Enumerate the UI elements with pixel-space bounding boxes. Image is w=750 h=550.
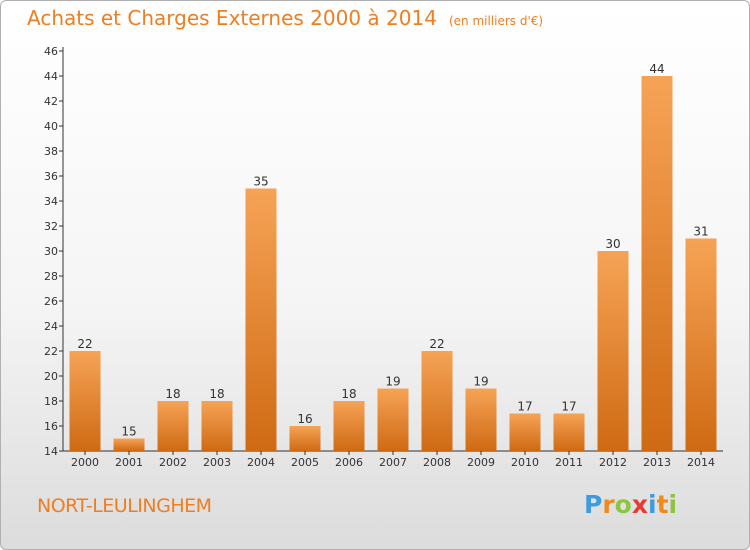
x-tick-label: 2011 [555,456,583,469]
value-label: 17 [561,400,576,414]
y-tick-label: 42 [44,95,58,108]
value-label: 18 [165,387,180,401]
value-label: 30 [605,237,620,251]
value-label: 19 [473,375,488,389]
x-tick-label: 2001 [115,456,143,469]
bar [333,401,365,451]
y-tick-label: 20 [44,370,58,383]
logo-letter: i [668,490,678,519]
bar [465,388,497,451]
x-tick-label: 2003 [203,456,231,469]
y-tick-label: 40 [44,120,58,133]
bars-group: 22 15 18 18 35 16 18 19 22 19 17 17 30 44 31 [69,62,717,451]
logo-letter: i [648,490,657,519]
value-label: 18 [341,387,356,401]
y-tick-label: 44 [44,70,58,83]
title-text: Achats et Charges Externes 2000 à 2014 [27,6,437,30]
bar [509,413,541,451]
x-tick-label: 2002 [159,456,187,469]
x-tick-label: 2004 [247,456,275,469]
logo-letter: P [584,490,603,519]
x-tick-label: 2009 [467,456,495,469]
logo-letter: o [614,490,632,519]
bar [421,351,453,451]
value-label: 19 [385,375,400,389]
bar [597,251,629,451]
x-tick-label: 2006 [335,456,363,469]
value-label: 15 [121,425,136,439]
bar [641,76,673,451]
x-tick-label: 2012 [599,456,627,469]
y-tick-label: 30 [44,245,58,258]
y-tick-label: 46 [44,45,58,58]
value-label: 22 [77,337,92,351]
bar [685,238,717,451]
y-tick-label: 24 [44,320,58,333]
x-tick-label: 2008 [423,456,451,469]
x-tick-label: 2000 [71,456,99,469]
x-tick-label: 2007 [379,456,407,469]
y-tick-label: 26 [44,295,58,308]
y-tick-label: 34 [44,195,58,208]
bar [289,426,321,451]
bar [245,188,277,451]
logo-letter: x [631,490,648,519]
value-label: 18 [209,387,224,401]
bar [113,438,145,451]
chart-title: Achats et Charges Externes 2000 à 2014 (e… [27,6,543,30]
value-label: 16 [297,412,312,426]
value-label: 17 [517,400,532,414]
logo-letter: r [602,490,615,519]
x-tick-label: 2014 [687,456,715,469]
value-label: 31 [693,225,708,239]
y-tick-label: 32 [44,220,58,233]
x-tick-label: 2005 [291,456,319,469]
y-tick-label: 28 [44,270,58,283]
y-tick-label: 38 [44,145,58,158]
value-label: 22 [429,337,444,351]
bar [201,401,233,451]
y-tick-label: 22 [44,345,58,358]
bar [377,388,409,451]
value-label: 35 [253,175,268,189]
axes: 14 16 18 20 22 24 26 28 30 32 34 36 38 40 42 44 46 2000 20… [44,45,723,469]
proxiti-logo: Proxiti [584,490,677,519]
y-tick-label: 16 [44,420,58,433]
logo-letter: t [656,490,669,519]
x-tick-label: 2013 [643,456,671,469]
bar [553,413,585,451]
bar [157,401,189,451]
y-tick-label: 14 [44,445,58,458]
y-tick-label: 36 [44,170,58,183]
commune-name: NORT-LEULINGHEM [37,495,212,517]
x-tick-label: 2010 [511,456,539,469]
chart-subtitle: (en milliers d'€) [448,14,544,28]
y-tick-label: 18 [44,395,58,408]
bar [69,351,101,451]
value-label: 44 [649,62,664,76]
